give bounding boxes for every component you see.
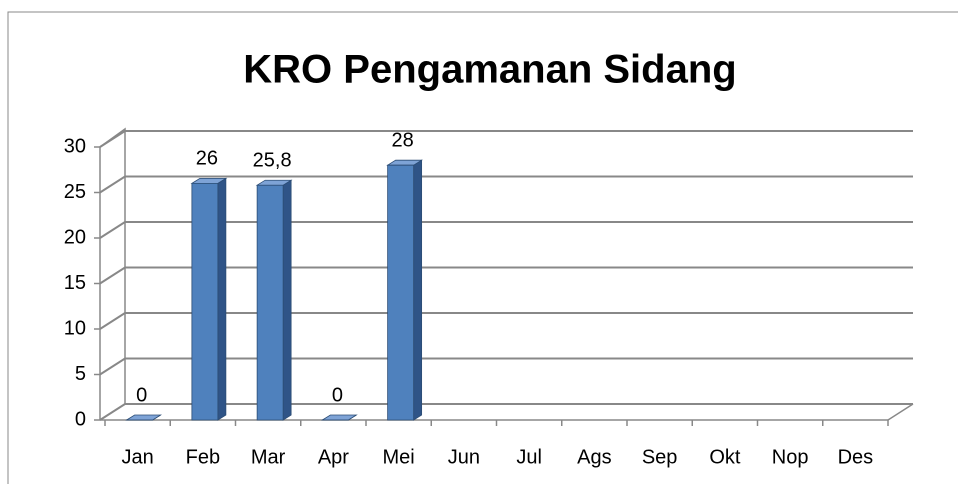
bar-front (256, 184, 284, 421)
bar (320, 414, 358, 421)
y-tick-label: 30 (64, 135, 86, 157)
x-tick-label: Jul (516, 446, 542, 468)
bar-side (217, 177, 227, 421)
bar (255, 179, 293, 421)
bar-side (282, 179, 292, 421)
x-tick-label: Okt (709, 446, 741, 468)
y-tick-label: 0 (75, 408, 86, 430)
x-tick-label: Des (838, 446, 874, 468)
bar (190, 177, 228, 421)
x-tick-label: Mar (251, 446, 286, 468)
x-tick-label: Jun (448, 446, 480, 468)
grid-line (99, 403, 913, 421)
x-tick-label: Feb (186, 446, 220, 468)
grid-line (99, 175, 913, 194)
bar-front (387, 164, 415, 421)
bar (125, 414, 163, 421)
grid-line (99, 357, 913, 376)
grid-line (99, 130, 913, 148)
grid-line (99, 221, 913, 239)
x-tick-label: Apr (318, 446, 349, 468)
x-tick-label: Jan (122, 446, 154, 468)
y-tick-label: 15 (64, 272, 86, 294)
y-tick-label: 25 (64, 181, 86, 203)
value-label: 28 (392, 129, 414, 151)
value-label: 25,8 (253, 150, 292, 172)
bar (386, 159, 424, 421)
x-tick-label: Sep (642, 446, 678, 468)
x-tick-label: Ags (577, 446, 611, 468)
grid-line (99, 312, 913, 330)
chart-border (7, 11, 958, 484)
bar-side (413, 159, 423, 421)
x-tick-label: Nop (772, 446, 809, 468)
value-label: 0 (332, 384, 343, 406)
value-label: 26 (196, 148, 218, 170)
floor-edge (887, 403, 914, 421)
bar-front (191, 182, 219, 421)
y-tick-label: 5 (75, 363, 86, 385)
value-label: 0 (136, 384, 147, 406)
y-tick-label: 10 (64, 317, 86, 339)
chart-title: KRO Pengamanan Sidang (243, 48, 736, 92)
x-tick-label: Mei (383, 446, 415, 468)
grid-line (99, 266, 913, 285)
y-tick-label: 20 (64, 226, 86, 248)
